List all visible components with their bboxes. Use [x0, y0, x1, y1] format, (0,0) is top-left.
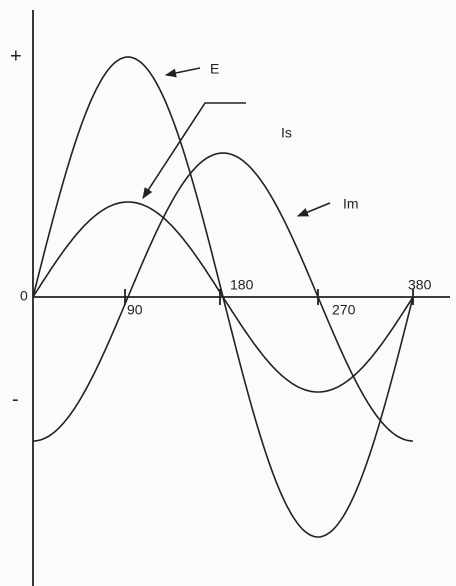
tick-label: 270 — [332, 302, 356, 318]
diagram: + - 0 90 180 270 380 E Is Im — [0, 0, 456, 586]
plus-label: + — [10, 45, 22, 67]
minus-label: - — [12, 388, 19, 410]
curve-label-is: Is — [281, 125, 292, 141]
curve-label-e: E — [210, 61, 219, 77]
origin-label: 0 — [20, 288, 28, 304]
background — [0, 0, 456, 586]
tick-label: 180 — [230, 277, 254, 293]
curve-label-im: Im — [343, 196, 359, 212]
page: + - 0 90 180 270 380 E Is Im (() => { co… — [0, 0, 456, 586]
tick-label: 380 — [408, 277, 432, 293]
tick-label: 90 — [127, 302, 143, 318]
